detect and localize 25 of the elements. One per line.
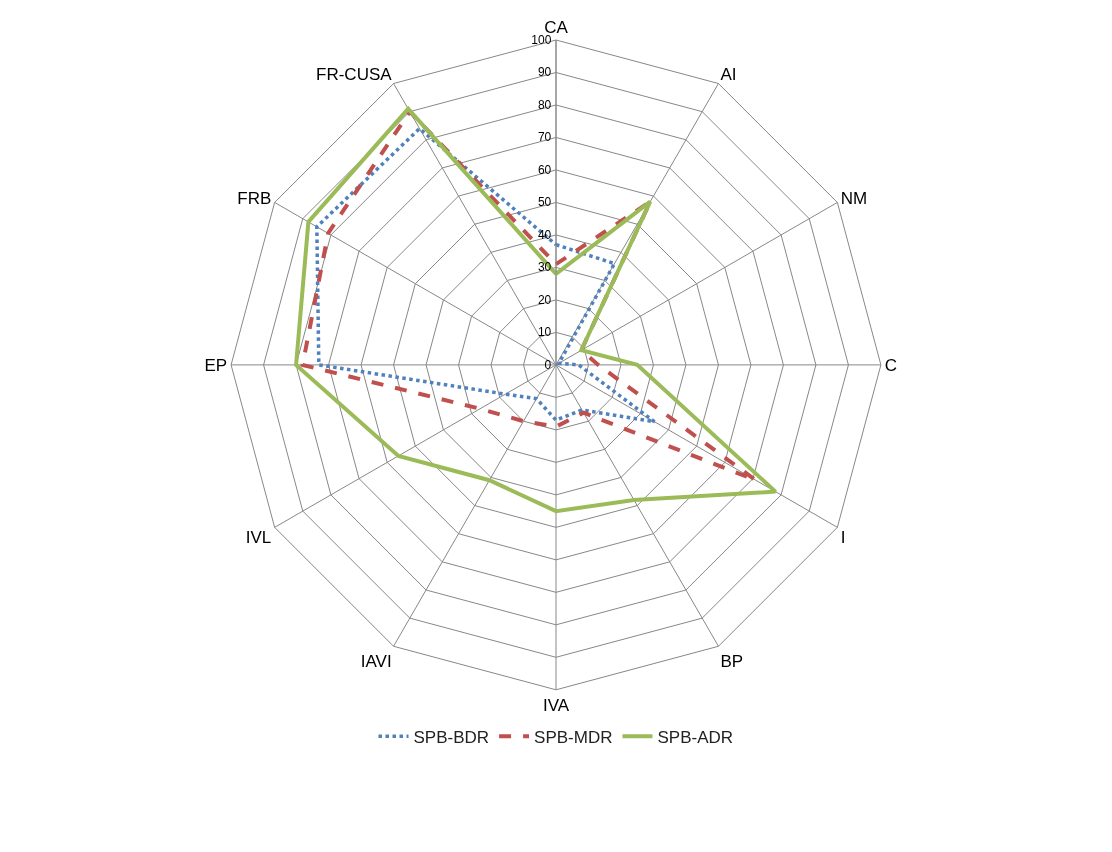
y-tick-label: 60 <box>537 162 552 177</box>
spoke-label: NM <box>840 188 868 208</box>
y-tick-label: 20 <box>537 292 552 307</box>
y-tick-label: 40 <box>537 227 552 242</box>
y-tick-label: 70 <box>537 130 552 145</box>
spoke-label: IAVI <box>360 652 392 672</box>
spoke-label: C <box>884 355 898 375</box>
y-tick-label: 30 <box>537 260 552 275</box>
spoke-label: FR-CUSA <box>316 65 393 85</box>
legend-label: SPB-BDR <box>413 727 490 747</box>
y-tick-label: 0 <box>544 357 552 372</box>
legend-label: SPB-MDR <box>534 727 613 747</box>
y-tick-label: 10 <box>537 325 552 340</box>
spoke-label: FRB <box>237 188 272 208</box>
y-tick-label: 100 <box>531 32 552 47</box>
spoke-label: IVL <box>245 527 272 547</box>
spoke-label: AI <box>720 65 737 85</box>
spoke-label: IVA <box>542 695 570 715</box>
y-tick-label: 90 <box>537 65 552 80</box>
spoke-label: BP <box>720 652 744 672</box>
y-tick-label: 50 <box>537 195 552 210</box>
legend-label: SPB-ADR <box>657 727 734 747</box>
spoke-label: EP <box>204 355 228 375</box>
y-tick-label: 80 <box>537 97 552 112</box>
spoke-label: I <box>840 527 846 547</box>
